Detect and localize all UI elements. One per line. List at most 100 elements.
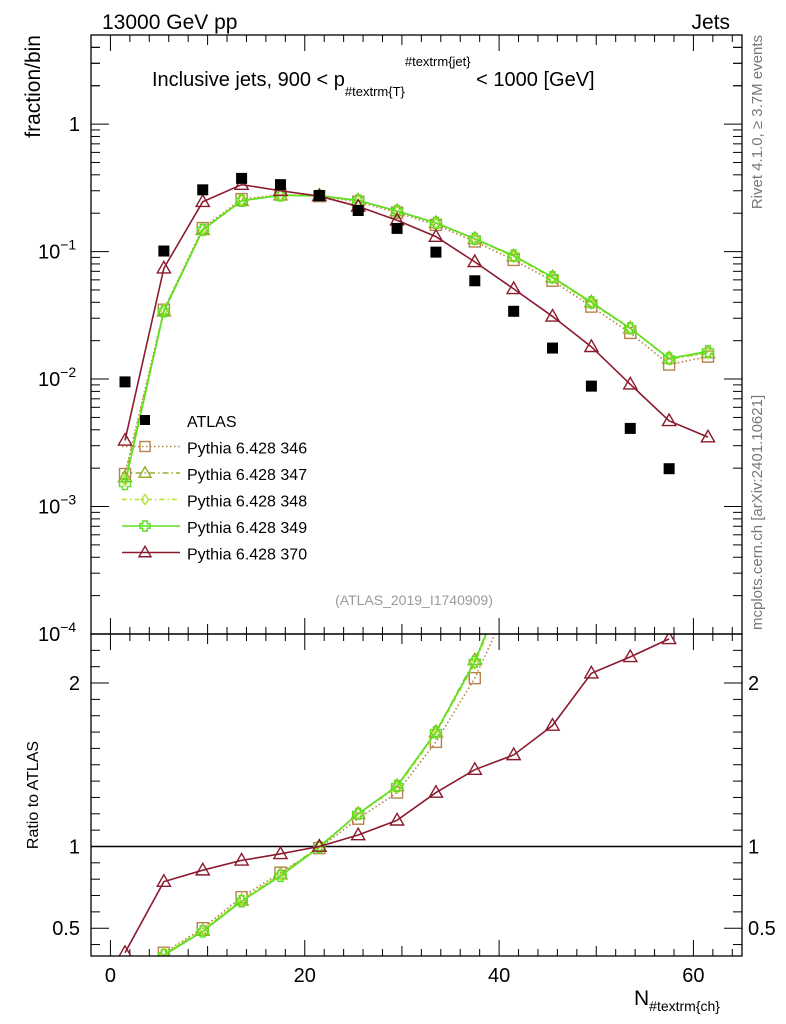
title-suffix: < 1000 [GeV] [471,69,595,91]
marker-shape [547,449,558,460]
series-point-5 [194,193,211,208]
legend-label-2: Pythia 6.428 347 [187,467,307,484]
atlas-data-point [624,422,636,434]
y-tick-label: 10−1 [38,237,76,264]
marker-shape [547,342,559,354]
series-point-5 [700,428,716,443]
series-point-4 [468,232,481,245]
ratio-line-1 [157,634,496,956]
ratio-point-1 [508,588,519,599]
legend-label-3: Pythia 6.428 348 [187,494,307,511]
marker-shape [157,948,171,956]
marker-shape [118,944,132,956]
marker-shape [547,416,558,427]
marker-shape [429,725,443,739]
ratio-panel-frame [90,633,743,957]
marker-shape [470,656,480,671]
ratio-point-5 [311,838,328,852]
marker-shape [196,223,209,237]
ratio-point-2 [624,6,637,18]
ratio-point-4 [274,869,287,883]
ratio-line-2 [160,634,487,956]
ratio-point-5 [272,845,289,860]
ratio-line-3 [159,634,489,956]
marker-shape [350,826,367,841]
title-subscript: #textrm{T} [345,84,406,99]
marker-shape [140,493,150,506]
marker-shape [428,784,444,798]
marker-shape [586,318,597,329]
marker-shape [274,179,286,191]
series-point-5 [117,432,133,446]
series-point-4 [235,194,248,208]
marker-shape [549,424,557,435]
series-point-5 [622,375,639,390]
ratio-point-2 [507,562,520,574]
series-point-5 [661,412,677,427]
y-tick-label: 10−4 [38,619,76,646]
series-point-4 [118,477,132,491]
marker-shape [585,380,597,392]
atlas-data-point [391,222,403,234]
marker-shape [586,296,597,311]
marker-shape [121,977,129,988]
marker-shape [544,308,561,322]
ratio-y-axis-label: Ratio to ATLAS [25,741,42,849]
energy-label: 13000 GeV pp [102,11,237,34]
atlas-data-point [508,305,520,317]
marker-shape [508,305,520,317]
series-point-4 [624,322,637,335]
ratio-point-5 [428,784,444,798]
x-tick-label: 60 [682,965,704,987]
marker-shape [120,978,131,989]
marker-shape [662,352,676,365]
mcplots-source-label: mcplots.cern.ch [arXiv:2401.10621] [749,395,766,630]
ratio-point-2 [389,777,405,792]
atlas-data-point [547,342,559,354]
marker-shape [583,294,600,308]
main-panel-frame [90,34,743,635]
ratio-point-1 [586,318,597,329]
marker-shape [663,463,675,475]
marker-shape [625,89,636,100]
marker-shape [139,440,151,453]
atlas-data-point [469,275,481,287]
marker-shape [583,664,600,679]
ratio-tick-label-right: 2 [748,673,759,695]
marker-shape [624,6,637,18]
legend-label-5: Pythia 6.428 370 [187,547,307,564]
ratio-tick-label-left: 1 [69,836,80,858]
marker-shape [583,338,600,353]
marker-shape [197,184,209,196]
marker-shape [157,305,171,318]
legend-atlas-label: ATLAS [187,414,237,431]
series-line-3 [124,194,709,481]
ratio-point-1 [468,671,481,685]
atlas-data-point [236,172,248,184]
ratio-line-5 [124,638,670,954]
marker-shape [429,216,443,230]
series-point-4 [701,345,715,358]
marker-shape [389,812,405,826]
marker-shape [158,245,170,257]
marker-shape [505,746,522,761]
ratio-point-5 [544,717,561,731]
x-tick-label: 20 [294,965,316,987]
series-line-1 [124,193,709,475]
marker-shape [661,634,677,645]
ratio-point-5 [156,873,172,888]
rivet-version-label: Rivet 4.1.0, ≥ 3.7M events [749,35,766,209]
marker-shape [430,246,442,258]
ratio-point-3 [588,277,596,288]
marker-shape [469,275,481,287]
ratio-point-4 [547,416,558,427]
marker-shape [700,428,716,443]
series-point-3 [586,296,597,311]
ratio-tick-label-right: 1 [748,836,759,858]
legend-marker-1 [139,440,151,453]
series-line-4 [124,194,709,485]
y-tick-label: 1 [69,114,80,136]
series-point-4 [429,216,443,230]
marker-shape [391,222,403,234]
ratio-point-3 [549,424,557,435]
